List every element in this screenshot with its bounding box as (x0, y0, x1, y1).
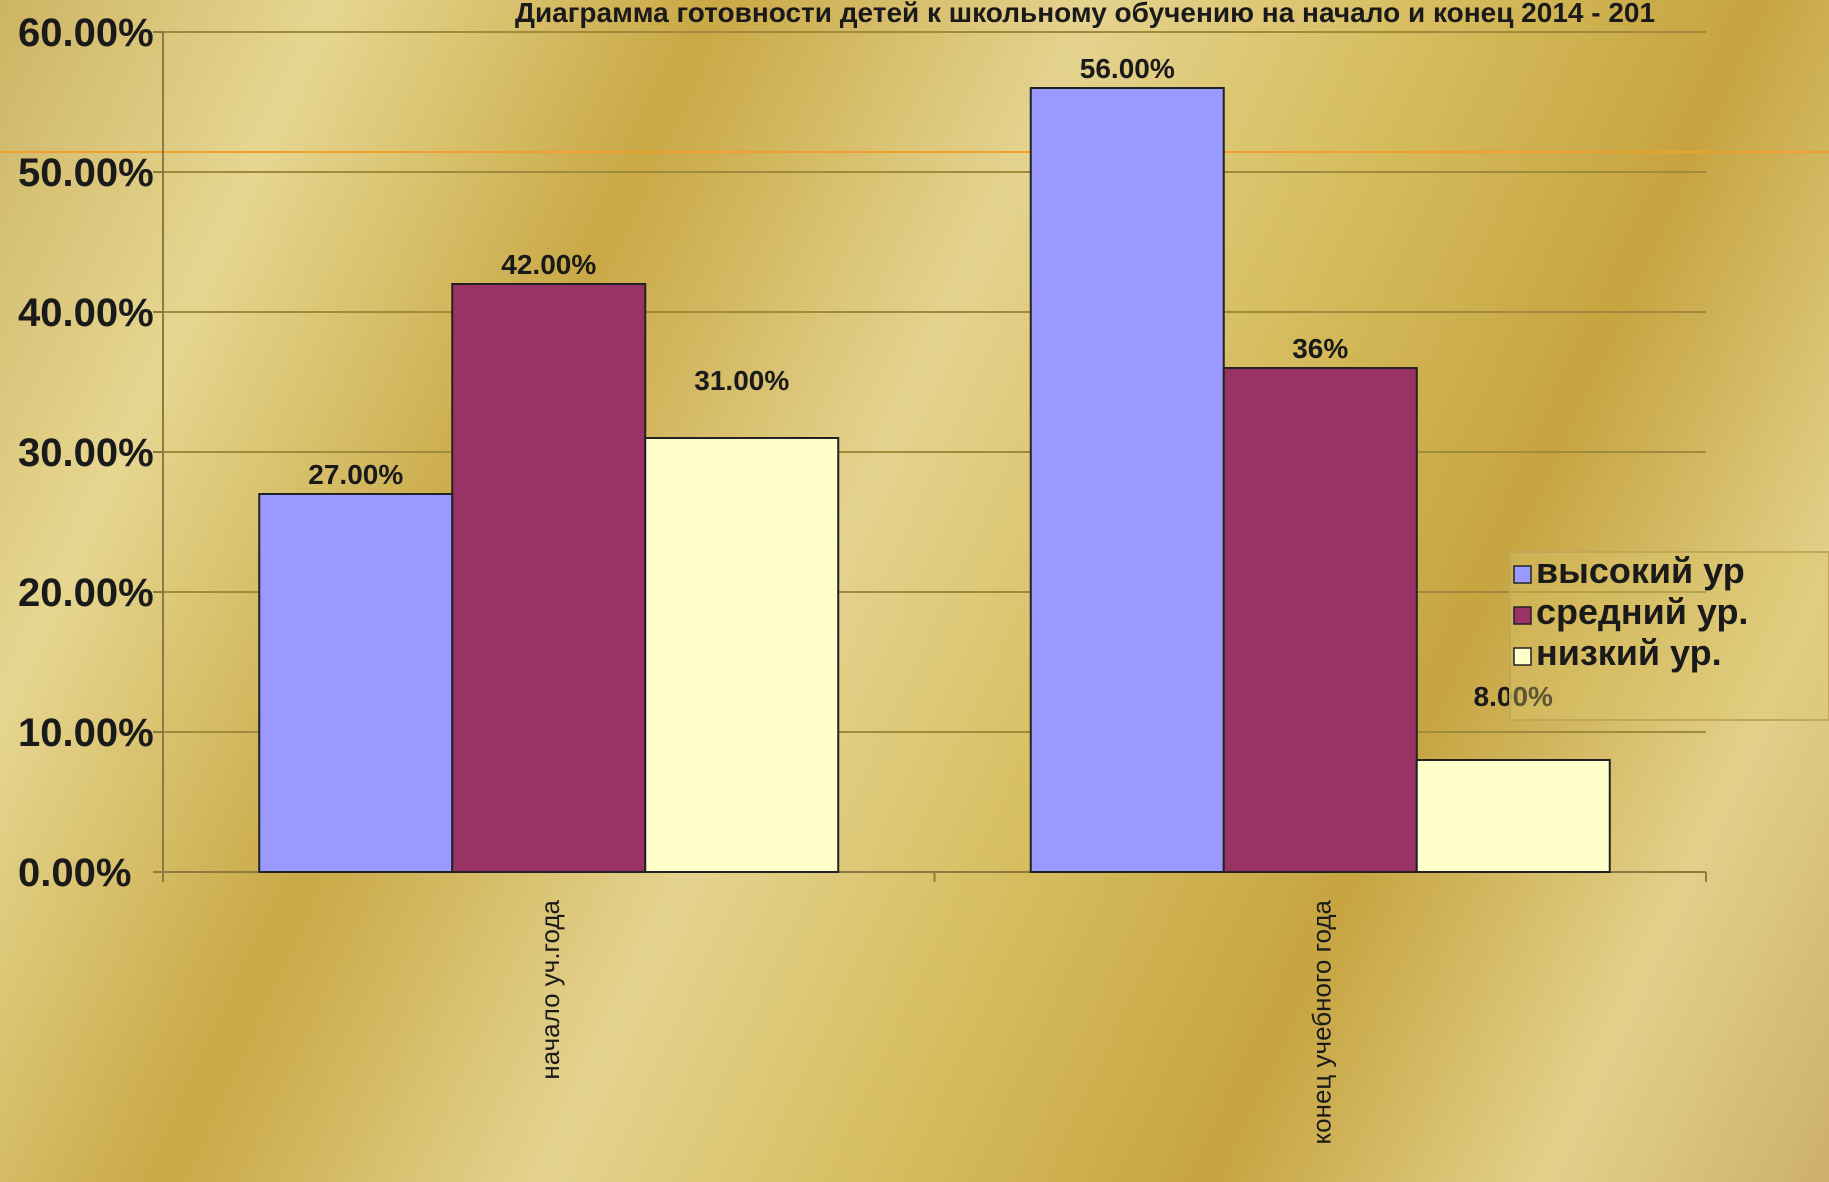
data-label: 36% (1292, 333, 1348, 364)
legend-item: средний ур. (1536, 591, 1748, 632)
y-tick-label: 60.00% (18, 11, 154, 55)
bars (258, 87, 1611, 873)
bar (1029, 87, 1225, 873)
data-label: 31.00% (694, 365, 789, 396)
legend-item: низкий ур. (1536, 632, 1722, 673)
y-tick-label: 0.00% (18, 851, 131, 895)
bar (1222, 367, 1418, 873)
category-label: начало уч.года (535, 899, 565, 1079)
data-label: 27.00% (308, 459, 403, 490)
legend-swatch (1513, 606, 1532, 625)
legend-box (1509, 551, 1829, 721)
y-tick-label: 20.00% (18, 571, 154, 615)
category-label: конец учебного года (1306, 899, 1336, 1144)
y-tick-label: 40.00% (18, 291, 154, 335)
legend-item: высокий ур (1536, 550, 1745, 591)
bar (1415, 759, 1611, 873)
legend-swatch (1513, 565, 1532, 584)
y-tick-label: 30.00% (18, 431, 154, 475)
data-label: 56.00% (1080, 53, 1175, 84)
y-tick-labels: 0.00% 10.00% 20.00% 30.00% 40.00% 50.00% 60.00… (18, 11, 154, 895)
y-tick-label: 10.00% (18, 711, 154, 755)
bar (258, 493, 454, 873)
legend-swatch (1513, 647, 1532, 666)
category-labels: начало уч.года конец учебного года (535, 899, 1337, 1144)
bar (451, 283, 647, 873)
y-tick-label: 50.00% (18, 151, 154, 195)
chart-title: Диаграмма готовности детей к школьному о… (515, 0, 1655, 28)
data-label: 42.00% (501, 249, 596, 280)
bar (644, 437, 840, 873)
data-labels: 27.00% 42.00% 31.00% 56.00% 36% 8.00% (308, 53, 1553, 712)
data-label: 8.00% (1474, 681, 1553, 712)
